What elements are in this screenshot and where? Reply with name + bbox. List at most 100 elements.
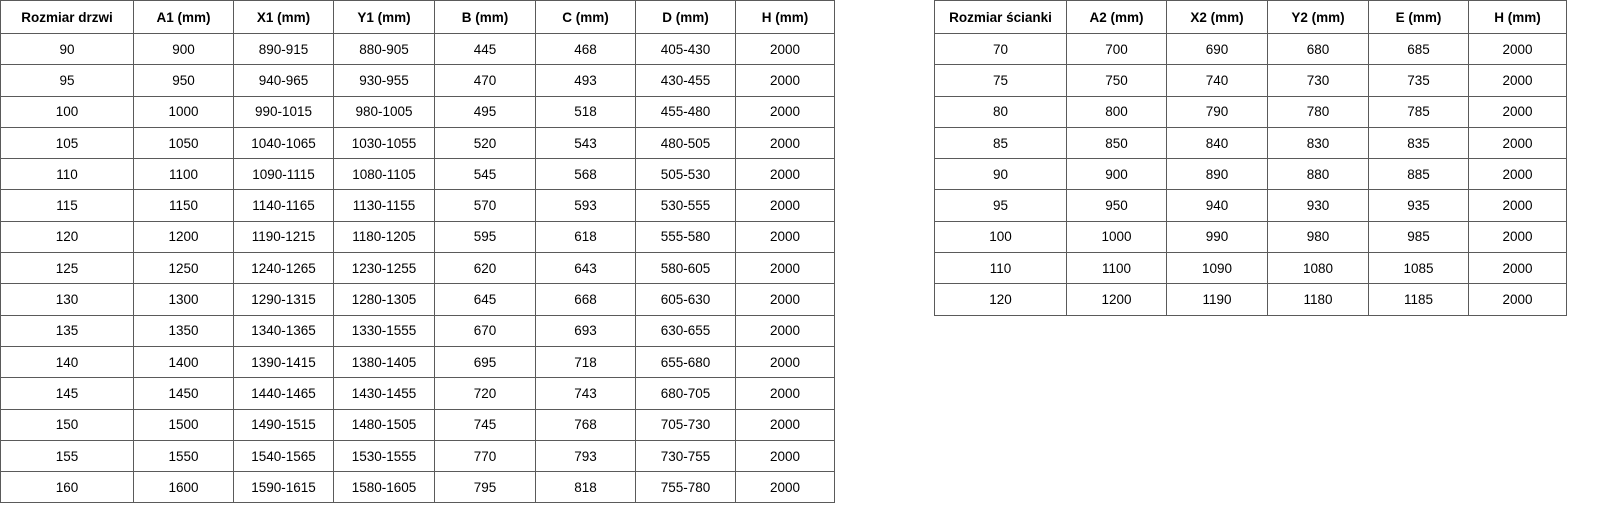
table-cell: 1600 — [133, 471, 234, 504]
table-cell: 1100 — [1066, 252, 1167, 285]
table-cell: 2000 — [1468, 64, 1567, 97]
table-cell: 155 — [0, 439, 134, 473]
table-cell: 643 — [535, 252, 636, 285]
table-row: 120 1200 1190 1180 1185 2000 — [934, 283, 1567, 316]
table-cell: 125 — [0, 252, 134, 285]
table-cell: 75 — [934, 64, 1067, 97]
table-cell: 2000 — [735, 220, 835, 254]
table-cell: 1580-1605 — [333, 471, 435, 504]
table-cell: 90 — [0, 32, 134, 66]
table-cell: 900 — [133, 32, 234, 66]
table-cell: 160 — [0, 471, 134, 504]
table-cell: 1490-1515 — [233, 408, 334, 441]
table-cell: 755-780 — [635, 471, 736, 504]
table-cell: 705-730 — [635, 408, 736, 441]
table-cell: 543 — [535, 126, 636, 160]
table-cell: 930-955 — [333, 64, 435, 97]
table-cell: 95 — [934, 189, 1067, 222]
table-cell: 768 — [535, 408, 636, 441]
column-header: Y1 (mm) — [333, 0, 435, 34]
table-cell: 655-680 — [635, 345, 736, 379]
table-cell: 668 — [535, 283, 636, 316]
table-cell: 1430-1455 — [333, 377, 435, 410]
table-cell: 935 — [1368, 189, 1469, 222]
wall-size-table: Rozmiar ścianki A2 (mm) X2 (mm) Y2 (mm) E (m… — [934, 0, 1567, 316]
table-cell: 800 — [1066, 95, 1167, 128]
table-row: 100 1000 990-1015 980-1005 495 518 455-480 2000 — [0, 95, 835, 128]
table-cell: 1090-1115 — [233, 158, 334, 191]
table-cell: 985 — [1368, 220, 1469, 254]
column-header: Rozmiar drzwi — [0, 0, 134, 34]
table-cell: 1200 — [1066, 283, 1167, 316]
table-cell: 2000 — [735, 158, 835, 191]
table-cell: 100 — [0, 95, 134, 128]
table-row: 110 1100 1090 1080 1085 2000 — [934, 252, 1567, 285]
table-cell: 743 — [535, 377, 636, 410]
table-cell: 2000 — [735, 408, 835, 441]
table-cell: 980-1005 — [333, 95, 435, 128]
table-cell: 105 — [0, 126, 134, 160]
table-cell: 785 — [1368, 95, 1469, 128]
table-cell: 2000 — [1468, 220, 1567, 254]
table-cell: 1080 — [1267, 252, 1369, 285]
table-cell: 1180-1205 — [333, 220, 435, 254]
table-cell: 520 — [434, 126, 536, 160]
table-cell: 818 — [535, 471, 636, 504]
table-cell: 1400 — [133, 345, 234, 379]
column-header: A1 (mm) — [133, 0, 234, 34]
table-cell: 545 — [434, 158, 536, 191]
table-cell: 830 — [1267, 126, 1369, 160]
table-cell: 840 — [1166, 126, 1268, 160]
table-cell: 2000 — [1468, 189, 1567, 222]
table-row: 145 1450 1440-1465 1430-1455 720 743 680-705 20… — [0, 377, 835, 410]
table-cell: 2000 — [735, 345, 835, 379]
table-cell: 880 — [1267, 158, 1369, 191]
table-cell: 990 — [1166, 220, 1268, 254]
table-cell: 990-1015 — [233, 95, 334, 128]
table-cell: 2000 — [735, 314, 835, 347]
table-cell: 680 — [1267, 32, 1369, 66]
table-cell: 140 — [0, 345, 134, 379]
table-cell: 850 — [1066, 126, 1167, 160]
table-row: 155 1550 1540-1565 1530-1555 770 793 730-755 20… — [0, 439, 835, 473]
table-cell: 770 — [434, 439, 536, 473]
table-cell: 630-655 — [635, 314, 736, 347]
table-cell: 835 — [1368, 126, 1469, 160]
table-cell: 718 — [535, 345, 636, 379]
table-cell: 1390-1415 — [233, 345, 334, 379]
table-cell: 120 — [0, 220, 134, 254]
table-cell: 90 — [934, 158, 1067, 191]
table-row: 110 1100 1090-1115 1080-1105 545 568 505-530 20… — [0, 158, 835, 191]
table-cell: 1350 — [133, 314, 234, 347]
table-cell: 455-480 — [635, 95, 736, 128]
table-cell: 2000 — [735, 126, 835, 160]
table-cell: 620 — [434, 252, 536, 285]
table-cell: 2000 — [735, 95, 835, 128]
table-cell: 680-705 — [635, 377, 736, 410]
column-header: H (mm) — [735, 0, 835, 34]
table-cell: 1450 — [133, 377, 234, 410]
table-cell: 1230-1255 — [333, 252, 435, 285]
table-cell: 150 — [0, 408, 134, 441]
table-cell: 2000 — [735, 377, 835, 410]
table-cell: 110 — [934, 252, 1067, 285]
column-header: C (mm) — [535, 0, 636, 34]
table-cell: 618 — [535, 220, 636, 254]
table-cell: 2000 — [735, 32, 835, 66]
table-cell: 780 — [1267, 95, 1369, 128]
table-cell: 605-630 — [635, 283, 736, 316]
table-cell: 1480-1505 — [333, 408, 435, 441]
table-cell: 890 — [1166, 158, 1268, 191]
column-header: D (mm) — [635, 0, 736, 34]
table-cell: 940-965 — [233, 64, 334, 97]
table-cell: 930 — [1267, 189, 1369, 222]
table-cell: 580-605 — [635, 252, 736, 285]
table-cell: 518 — [535, 95, 636, 128]
table-cell: 1085 — [1368, 252, 1469, 285]
table-cell: 595 — [434, 220, 536, 254]
table-cell: 740 — [1166, 64, 1268, 97]
column-header: H (mm) — [1468, 0, 1567, 34]
table-cell: 1130-1155 — [333, 189, 435, 222]
table-cell: 110 — [0, 158, 134, 191]
table-cell: 430-455 — [635, 64, 736, 97]
